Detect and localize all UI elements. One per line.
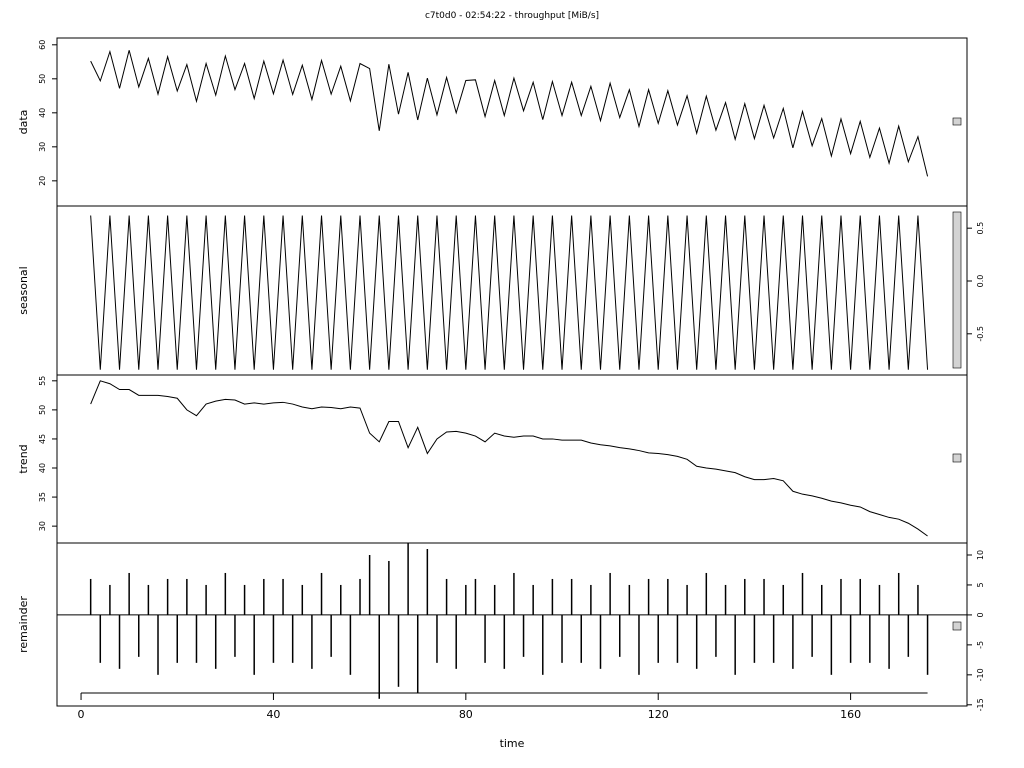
y-axis-label: data	[17, 110, 30, 135]
x-tick-label: 40	[266, 708, 280, 721]
y-tick-label: -15	[976, 698, 985, 711]
chart-title: c7t0d0 - 02:54:22 - throughput [MiB/s]	[425, 11, 599, 21]
range-bar	[952, 117, 962, 126]
y-tick-label: 50	[38, 405, 47, 415]
y-tick-label: 0	[976, 612, 985, 617]
y-tick-label: -5	[976, 641, 985, 649]
series-line	[90, 215, 929, 370]
x-tick-label: 0	[78, 708, 85, 721]
y-tick-label: 30	[38, 142, 47, 152]
y-tick-label: 0.5	[976, 222, 985, 235]
x-tick-label: 120	[648, 708, 669, 721]
x-axis-label: time	[500, 737, 525, 750]
y-tick-label: 10	[976, 550, 985, 560]
x-tick-label: 80	[459, 708, 473, 721]
y-tick-label: 20	[38, 176, 47, 186]
y-tick-label: 60	[38, 40, 47, 50]
y-tick-label: 40	[38, 108, 47, 118]
range-bar	[952, 211, 962, 369]
panel-frame	[56, 37, 968, 207]
y-tick-label: 50	[38, 74, 47, 84]
y-tick-label: -10	[976, 668, 985, 681]
range-bar	[952, 621, 962, 631]
y-tick-label: 55	[38, 376, 47, 386]
range-bar	[952, 453, 962, 463]
panel-frame	[56, 542, 968, 707]
y-axis-label: trend	[17, 444, 30, 473]
y-axis-label: seasonal	[17, 266, 30, 314]
y-axis-label: remainder	[17, 596, 30, 653]
x-tick-label: 160	[840, 708, 861, 721]
y-tick-label: 40	[38, 463, 47, 473]
y-tick-label: -0.5	[976, 326, 985, 342]
y-tick-label: 30	[38, 521, 47, 531]
y-tick-label: 45	[38, 434, 47, 444]
y-tick-label: 0.0	[976, 275, 985, 288]
y-tick-label: 35	[38, 492, 47, 502]
y-tick-label: 5	[976, 582, 985, 587]
series-line	[90, 49, 929, 177]
panel-frame	[56, 374, 968, 544]
series-line	[90, 380, 928, 537]
